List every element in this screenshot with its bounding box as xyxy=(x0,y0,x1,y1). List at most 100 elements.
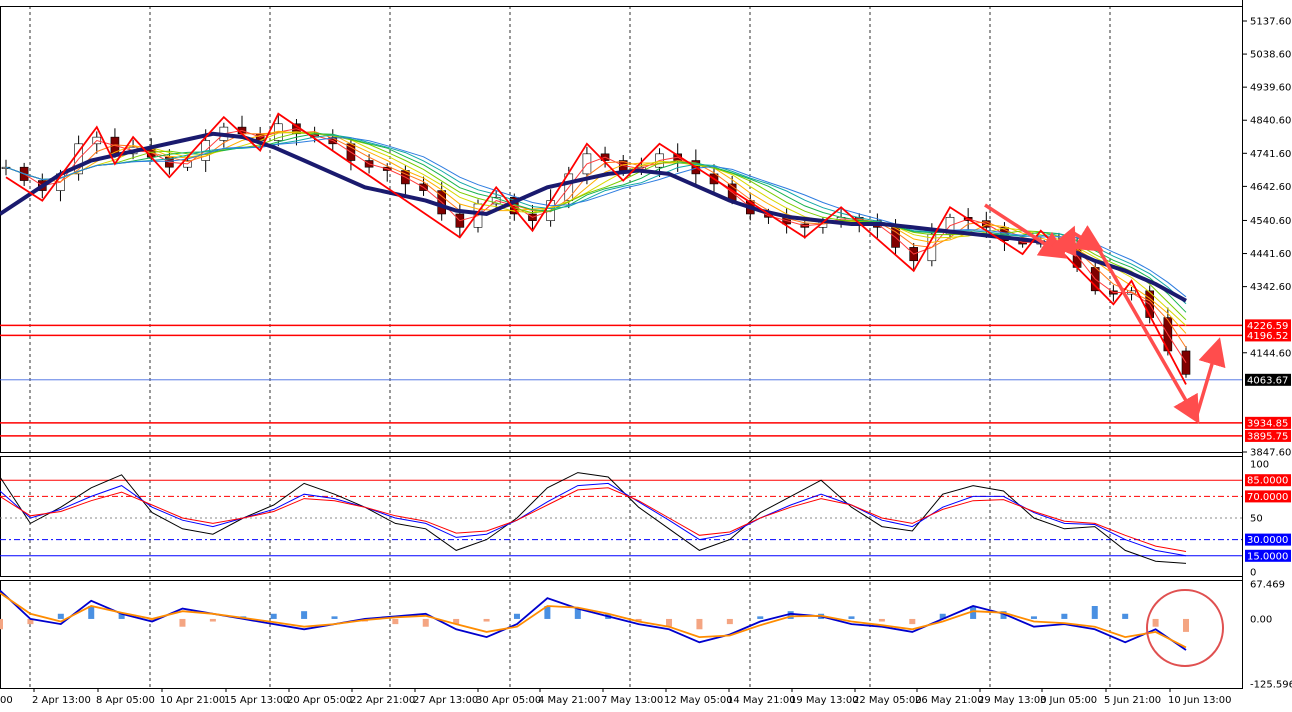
ribbon-ma-line xyxy=(5,131,1187,326)
stoch-level-badge xyxy=(1245,490,1291,503)
x-tick-label: 00 xyxy=(0,695,13,706)
price-axis-label: 4441.60 xyxy=(1250,249,1291,260)
x-tick-label: 12 May 05:00 xyxy=(664,695,733,706)
stoch-line xyxy=(0,487,1187,552)
macd-histogram-bar xyxy=(57,613,64,619)
macd-line xyxy=(0,589,1187,651)
macd-histogram-bar xyxy=(726,618,733,625)
ribbon-ma-line xyxy=(5,130,1187,334)
x-tick-label: 20 Apr 05:00 xyxy=(287,695,352,706)
x-tick-label: 30 Apr 05:00 xyxy=(476,695,541,706)
annotation-arrow xyxy=(1050,225,1077,257)
price-axis-label: 4840.60 xyxy=(1250,116,1291,127)
macd-axis-label: 0.00 xyxy=(1250,614,1272,625)
macd-histogram-bar xyxy=(1000,611,1007,619)
macd-histogram-bar xyxy=(209,618,216,622)
macd-histogram-bar xyxy=(179,618,186,627)
macd-axis-label: -125.5969 xyxy=(1250,680,1292,691)
x-tick-label: 27 Apr 13:00 xyxy=(413,695,478,706)
price-axis-label: 4939.60 xyxy=(1250,83,1291,94)
x-tick-label: 22 Apr 21:00 xyxy=(350,695,415,706)
macd-histogram-bar xyxy=(1030,616,1037,619)
x-tick-label: 10 Jun 13:00 xyxy=(1168,695,1232,706)
x-tick-label: 26 May 21:00 xyxy=(915,695,984,706)
macd-histogram-bar xyxy=(544,605,551,619)
macd-histogram-bar xyxy=(1091,605,1098,619)
stoch-level-badge xyxy=(1245,474,1291,487)
x-tick-label: 2 Apr 13:00 xyxy=(32,695,91,706)
macd-histogram-bar xyxy=(939,613,946,619)
x-tick-label: 14 May 21:00 xyxy=(727,695,796,706)
price-level-label: 4196.52 xyxy=(1247,331,1288,342)
macd-histogram-bar xyxy=(574,608,581,619)
x-tick-label: 7 May 13:00 xyxy=(601,695,663,706)
x-tick-label: 4 May 21:00 xyxy=(538,695,600,706)
annotation-arrow xyxy=(1071,225,1104,252)
price-axis-label: 3847.60 xyxy=(1250,448,1291,459)
annotation-arrow xyxy=(1194,337,1226,419)
macd-histogram-bar xyxy=(1061,613,1068,619)
macd-histogram-bar xyxy=(301,611,308,619)
stoch-line xyxy=(0,472,1187,564)
annotation-arrow xyxy=(984,203,1068,259)
macd-histogram-bar xyxy=(270,613,277,619)
stochastic-pane xyxy=(0,472,1242,564)
macd-histogram-bar xyxy=(787,611,794,619)
annotation-arrow xyxy=(1096,247,1200,425)
macd-axis-label: 67.469 xyxy=(1250,580,1285,591)
zigzag-line xyxy=(5,112,1187,385)
x-tick-label: 19 May 13:00 xyxy=(790,695,859,706)
macd-histogram-bar xyxy=(696,618,703,630)
current-price-label: 4063.67 xyxy=(1247,375,1288,386)
price-level-label: 3895.75 xyxy=(1247,431,1288,442)
price-axis-label: 4642.60 xyxy=(1250,182,1291,193)
macd-histogram-bar xyxy=(118,613,125,619)
stoch-level-label: 30.0000 xyxy=(1247,535,1288,546)
macd-histogram-bar xyxy=(848,616,855,619)
price-axis-label: 4342.60 xyxy=(1250,282,1291,293)
macd-histogram-bar xyxy=(1183,618,1189,632)
slow-ma-line xyxy=(0,131,1187,303)
macd-histogram-bar xyxy=(0,618,3,630)
x-tick-label: 5 Jun 21:00 xyxy=(1104,695,1161,706)
price-axis-label: 5137.60 xyxy=(1250,17,1291,28)
stoch-axis-label: 0 xyxy=(1250,568,1256,579)
price-pane xyxy=(0,112,1242,437)
price-axis-label: 4741.60 xyxy=(1250,149,1291,160)
stoch-axis-label: 100 xyxy=(1250,460,1269,471)
ribbon-ma-line xyxy=(5,128,1187,363)
price-axis-label: 4144.60 xyxy=(1250,348,1291,359)
price-level-badge xyxy=(1245,319,1291,332)
x-tick-label: 10 Apr 21:00 xyxy=(160,695,225,706)
macd-histogram-bar xyxy=(392,618,399,625)
macd-highlight-circle xyxy=(1146,589,1224,667)
price-axis-label: 4540.60 xyxy=(1250,216,1291,227)
price-axis-label: 5038.60 xyxy=(1250,50,1291,61)
macd-histogram-bar xyxy=(757,616,764,619)
price-level-badge xyxy=(1245,416,1291,429)
x-tick-label: 22 May 05:00 xyxy=(853,695,922,706)
stoch-line xyxy=(0,482,1187,557)
macd-signal-line xyxy=(0,592,1187,649)
macd-histogram-bar xyxy=(909,618,916,625)
macd-histogram-bar xyxy=(453,618,460,625)
x-tick-label: 8 Apr 05:00 xyxy=(96,695,155,706)
macd-histogram-bar xyxy=(422,618,429,627)
macd-histogram-bar xyxy=(483,618,490,622)
macd-histogram-bar xyxy=(1122,613,1129,619)
price-level-badge xyxy=(1245,429,1291,442)
macd-histogram-bar xyxy=(970,605,977,619)
macd-pane xyxy=(0,589,1224,667)
x-tick-label: 29 May 13:00 xyxy=(978,695,1047,706)
macd-histogram-bar xyxy=(1152,618,1159,627)
ribbon-ma-line xyxy=(5,137,1187,298)
macd-histogram-bar xyxy=(666,618,673,627)
stoch-level-label: 85.0000 xyxy=(1247,476,1288,487)
x-tick-label: 3 Jun 05:00 xyxy=(1040,695,1097,706)
stoch-level-label: 70.0000 xyxy=(1247,492,1288,503)
macd-histogram-bar xyxy=(331,616,338,619)
